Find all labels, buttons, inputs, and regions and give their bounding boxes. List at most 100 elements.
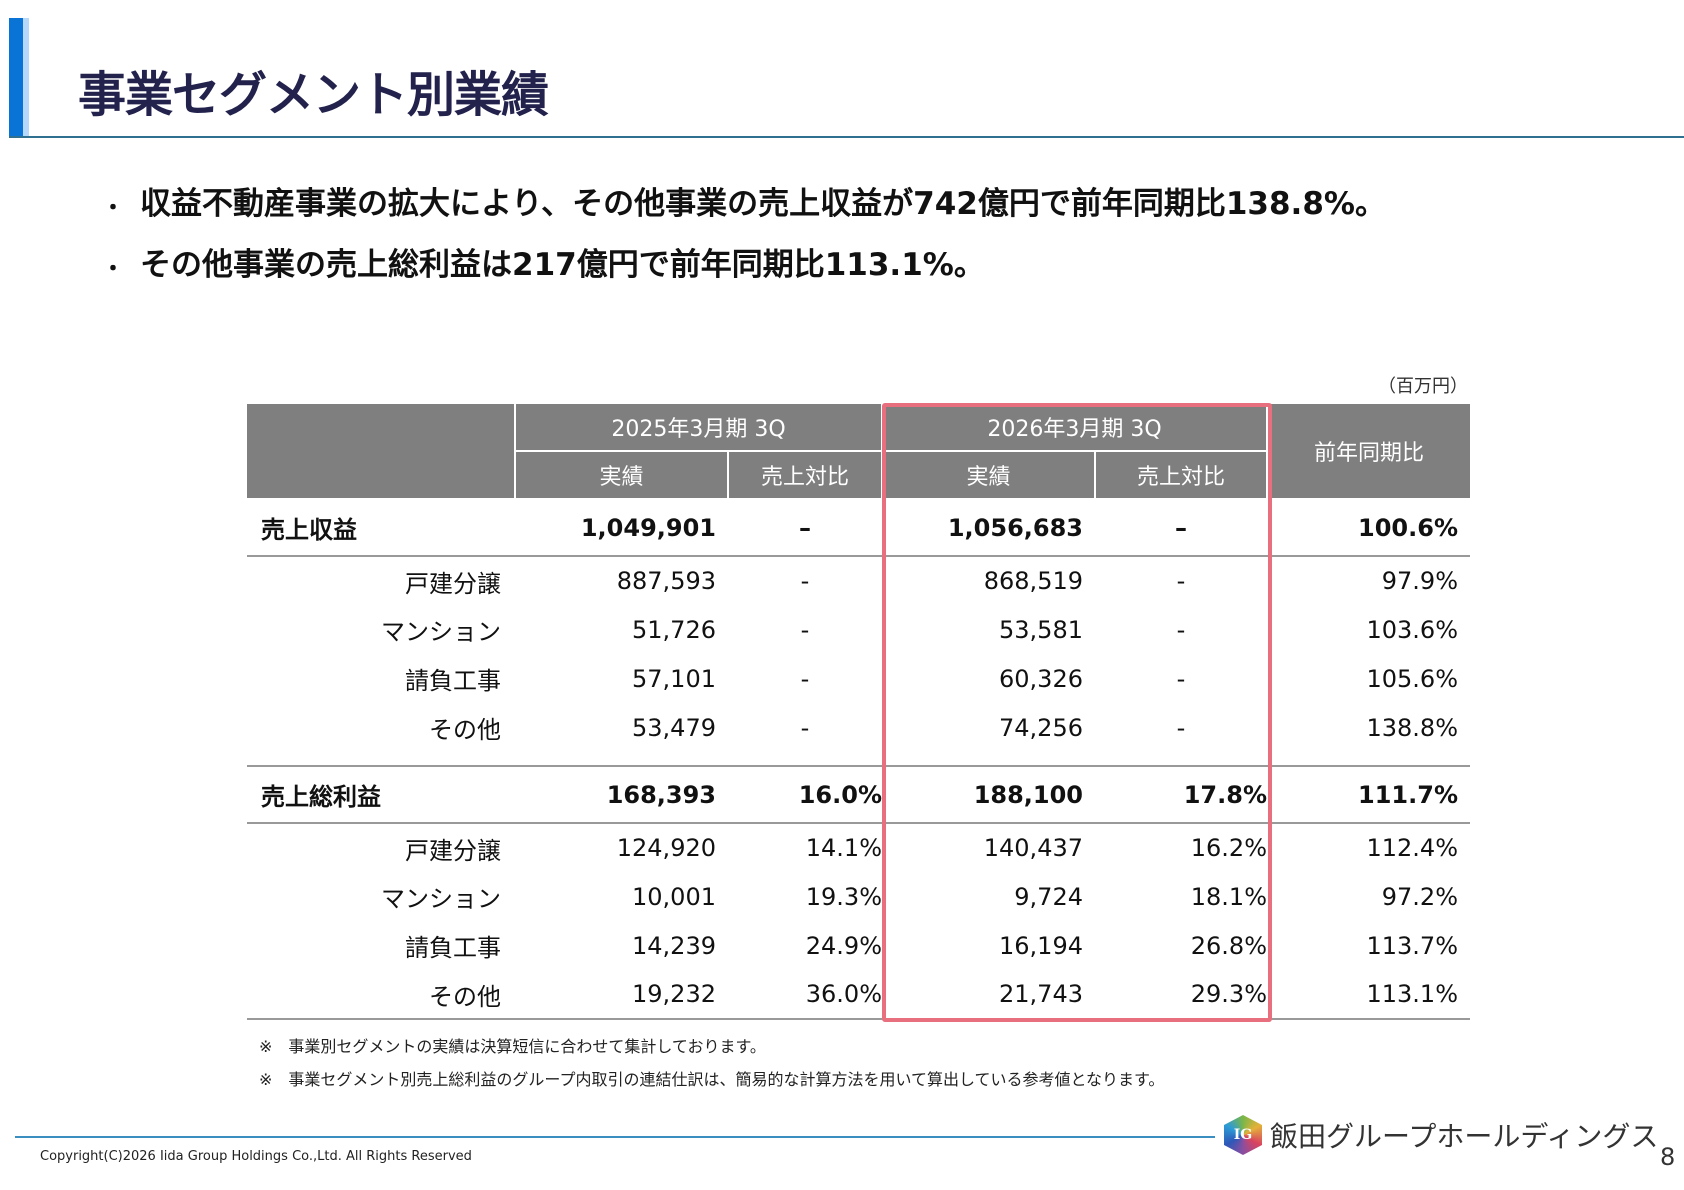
header-curr-period: 2026年3月期 3Q — [881, 404, 1268, 452]
cell-label: 戸建分譲 — [405, 569, 501, 598]
header-ratio: 売上対比 — [727, 451, 883, 500]
cell-prev: 14,239 — [632, 931, 716, 960]
bullet-item: ・収益不動産事業の拡大により、その他事業の売上収益が742億円で前年同期比138… — [102, 186, 1386, 222]
cell-yoy: 112.4% — [1366, 834, 1458, 862]
cell-prev: 1,049,901 — [515, 499, 728, 557]
cell-curr: 188,100 — [882, 766, 1095, 824]
cell-yoy: 103.6% — [1366, 615, 1458, 644]
header-prev-period: 2025年3月期 3Q — [514, 404, 883, 452]
cell-yoy: 113.7% — [1366, 931, 1458, 960]
cell-curr-ratio: 17.8% — [1095, 766, 1267, 824]
copyright: Copyright(C)2026 Iida Group Holdings Co.… — [40, 1149, 472, 1164]
table-row: 戸建分譲 887,593 - 868,519 - 97.9% — [247, 556, 1470, 605]
cell-curr: 16,194 — [999, 931, 1083, 960]
cell-prev: 168,393 — [515, 766, 728, 824]
title-accent-bar-light — [23, 18, 29, 137]
cell-yoy: 97.9% — [1381, 567, 1458, 595]
cell-prev-ratio: 24.9% — [805, 931, 882, 960]
cell-prev-ratio: - — [800, 567, 810, 595]
cell-label: 売上収益 — [247, 499, 515, 557]
cell-yoy: 111.7% — [1267, 766, 1470, 824]
table-row: 売上収益 1,049,901–1,056,683–100.6% — [247, 499, 1470, 557]
company-logo: IG 飯田グループホールディングス — [1224, 1115, 1658, 1155]
header-yoy: 前年同期比 — [1266, 404, 1470, 500]
cell-curr-ratio: - — [1176, 713, 1186, 742]
cell-curr-ratio: 26.8% — [1190, 931, 1267, 960]
highlight-box — [882, 403, 1272, 1022]
cell-label: 請負工事 — [405, 934, 501, 962]
footer-divider — [15, 1136, 1215, 1138]
table-row: マンション 10,001 19.3% 9,724 18.1% 97.2% — [247, 872, 1470, 921]
cell-prev: 51,726 — [632, 615, 716, 644]
bullet-item: ・その他事業の売上総利益は217億円で前年同期比113.1%。 — [102, 247, 985, 283]
cell-prev: 19,232 — [515, 970, 728, 1020]
header-actual: 実績 — [514, 451, 729, 500]
logo-text: 飯田グループホールディングス — [1270, 1120, 1659, 1153]
cell-curr-ratio: 29.3% — [1095, 970, 1267, 1020]
cell-yoy: 97.2% — [1381, 882, 1458, 911]
spacer-cell — [1267, 752, 1470, 767]
title-divider — [9, 136, 1684, 138]
cell-prev: 887,593 — [616, 567, 716, 595]
cell-prev-ratio: 14.1% — [805, 834, 882, 862]
cell-curr: 60,326 — [999, 664, 1083, 693]
cell-curr-ratio: - — [1176, 664, 1186, 693]
logo-mark-icon: IG — [1224, 1115, 1262, 1155]
cell-curr: 53,581 — [999, 615, 1083, 644]
spacer-cell — [728, 752, 882, 767]
cell-curr: 868,519 — [983, 567, 1083, 595]
cell-curr: 1,056,683 — [882, 499, 1095, 557]
cell-prev-ratio: 16.0% — [728, 766, 882, 824]
cell-label: その他 — [247, 970, 515, 1020]
spacer-cell — [247, 752, 515, 767]
cell-label: その他 — [429, 716, 501, 744]
cell-prev-ratio: - — [800, 615, 810, 644]
cell-curr: 74,256 — [999, 713, 1083, 742]
cell-curr: 21,743 — [882, 970, 1095, 1020]
table-row: 請負工事 57,101 - 60,326 - 105.6% — [247, 654, 1470, 703]
cell-label: 売上総利益 — [247, 766, 515, 824]
cell-prev-ratio: - — [800, 713, 810, 742]
cell-curr: 9,724 — [1014, 882, 1083, 911]
cell-curr: 140,437 — [983, 834, 1083, 862]
page-title: 事業セグメント別業績 — [78, 67, 549, 123]
cell-yoy: 138.8% — [1366, 713, 1458, 742]
cell-curr-ratio: - — [1176, 567, 1186, 595]
row-spacer — [247, 752, 1470, 767]
cell-prev-ratio: - — [800, 664, 810, 693]
cell-prev-ratio: 36.0% — [728, 970, 882, 1020]
cell-label: マンション — [381, 885, 501, 913]
cell-label: マンション — [381, 618, 501, 646]
cell-prev: 53,479 — [632, 713, 716, 742]
cell-label: 戸建分譲 — [405, 836, 501, 865]
cell-prev-ratio: – — [728, 499, 882, 557]
cell-prev: 10,001 — [632, 882, 716, 911]
cell-prev-ratio: 19.3% — [805, 882, 882, 911]
header-ratio: 売上対比 — [1094, 451, 1268, 500]
cell-prev: 124,920 — [616, 834, 716, 862]
cell-curr-ratio: – — [1095, 499, 1267, 557]
unit-label: （百万円） — [1378, 376, 1468, 397]
table-row: その他 19,232 36.0% 21,743 29.3% 113.1% — [247, 970, 1470, 1020]
table-row: マンション 51,726 - 53,581 - 103.6% — [247, 605, 1470, 654]
footnote: ※ 事業セグメント別売上総利益のグループ内取引の連結仕訳は、簡易的な計算方法を用… — [259, 1070, 1165, 1089]
page-number: 8 — [1660, 1143, 1676, 1171]
table-row: その他 53,479 - 74,256 - 138.8% — [247, 703, 1470, 752]
spacer-cell — [515, 752, 728, 767]
segment-table: 2025年3月期 3Q 2026年3月期 3Q 前年同期比 実績 売上対比 実績… — [247, 404, 1470, 1020]
cell-curr-ratio: - — [1176, 615, 1186, 644]
cell-yoy: 100.6% — [1267, 499, 1470, 557]
cell-curr-ratio: 18.1% — [1190, 882, 1267, 911]
table-row: 売上総利益 168,393 16.0% 188,100 17.8% 111.7% — [247, 766, 1470, 824]
cell-yoy: 105.6% — [1366, 664, 1458, 693]
cell-yoy: 113.1% — [1267, 970, 1470, 1020]
cell-label: 請負工事 — [405, 667, 501, 695]
cell-curr-ratio: 16.2% — [1190, 834, 1267, 862]
cell-prev: 57,101 — [632, 664, 716, 693]
footnote: ※ 事業別セグメントの実績は決算短信に合わせて集計しております。 — [259, 1037, 766, 1056]
title-accent-bar — [9, 18, 23, 137]
header-blank — [247, 404, 516, 500]
table-row: 請負工事 14,239 24.9% 16,194 26.8% 113.7% — [247, 921, 1470, 970]
spacer-cell — [1095, 752, 1267, 767]
table-row: 戸建分譲 124,920 14.1% 140,437 16.2% 112.4% — [247, 823, 1470, 872]
